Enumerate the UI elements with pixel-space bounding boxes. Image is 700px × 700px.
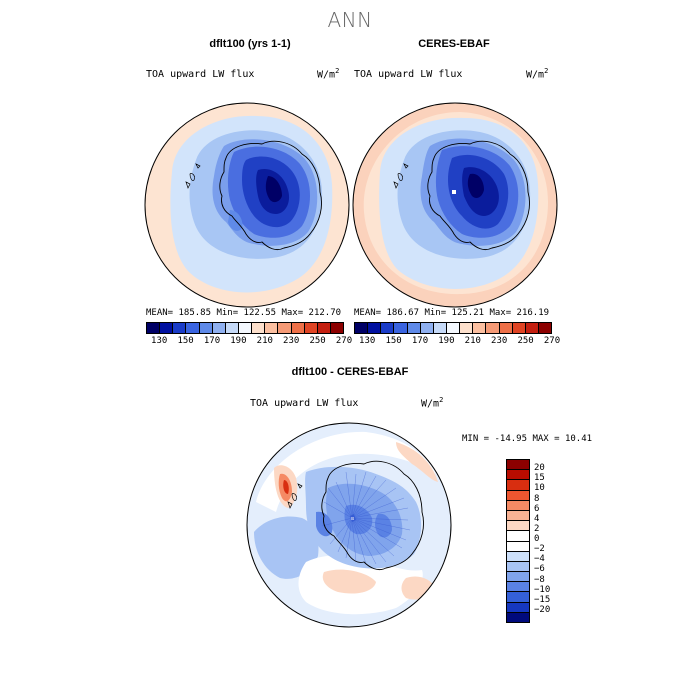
diff-colorbar-tick-label: 4 bbox=[534, 513, 540, 524]
obs-colorbar-tick-label: 230 bbox=[491, 336, 508, 346]
diff-polar-map bbox=[246, 422, 452, 628]
model-colorbar-swatch bbox=[238, 323, 253, 333]
diff-colorbar-swatch bbox=[507, 602, 529, 613]
model-colorbar-swatch bbox=[304, 323, 318, 333]
model-colorbar-swatch bbox=[317, 323, 331, 333]
model-colorbar-swatch bbox=[225, 323, 239, 333]
figure-title: ANN bbox=[327, 8, 373, 32]
obs-stats: MEAN= 186.67 Min= 125.21 Max= 216.19 bbox=[354, 308, 550, 318]
obs-colorbar-swatch bbox=[525, 323, 539, 333]
diff-colorbar-tick-label: −15 bbox=[534, 594, 551, 605]
obs-colorbar-swatch bbox=[538, 323, 552, 333]
obs-colorbar-tick-label: 170 bbox=[411, 336, 429, 346]
obs-colorbar bbox=[354, 322, 552, 334]
model-colorbar-swatch bbox=[252, 323, 266, 333]
model-colorbar-swatch bbox=[291, 323, 305, 333]
diff-colorbar-swatch bbox=[507, 470, 529, 481]
model-units-label: W/m2 bbox=[317, 67, 340, 81]
obs-polar-map bbox=[352, 102, 558, 308]
obs-colorbar-swatch bbox=[368, 323, 382, 333]
diff-panel-title: dflt100 - CERES-EBAF bbox=[291, 366, 409, 378]
diff-colorbar-tick-label: 2 bbox=[534, 523, 540, 534]
diff-colorbar-swatch bbox=[507, 551, 529, 562]
obs-colorbar-swatch bbox=[381, 323, 395, 333]
obs-colorbar-swatch bbox=[394, 323, 408, 333]
obs-colorbar-tick-label: 150 bbox=[385, 336, 402, 346]
model-colorbar-swatch bbox=[330, 323, 344, 333]
diff-stats: MIN = -14.95 MAX = 10.41 bbox=[462, 434, 593, 444]
model-colorbar-tick-label: 230 bbox=[283, 336, 300, 346]
diff-colorbar-tick-label: 0 bbox=[534, 534, 540, 544]
model-colorbar-tick-label: 190 bbox=[230, 336, 247, 346]
diff-colorbar-swatch bbox=[507, 480, 529, 491]
obs-units-label: W/m2 bbox=[526, 67, 549, 81]
diff-colorbar-tick-label: −6 bbox=[534, 564, 545, 575]
diff-colorbar-tick-label: 6 bbox=[534, 503, 540, 514]
diff-colorbar-swatch bbox=[507, 612, 529, 622]
model-colorbar-tick-label: 130 bbox=[151, 336, 168, 346]
model-colorbar-swatch bbox=[173, 323, 187, 333]
diff-colorbar-swatch bbox=[507, 541, 529, 552]
obs-colorbar-swatch bbox=[446, 323, 461, 333]
diff-colorbar-swatch bbox=[507, 592, 529, 603]
diff-units-label: W/m2 bbox=[421, 396, 444, 410]
model-colorbar-swatch bbox=[147, 323, 161, 333]
model-polar-map bbox=[144, 102, 350, 308]
model-colorbar-tick-label: 250 bbox=[309, 336, 326, 346]
obs-colorbar-tick-label: 210 bbox=[464, 336, 481, 346]
model-stats: MEAN= 185.85 Min= 122.55 Max= 212.70 bbox=[146, 308, 342, 318]
diff-colorbar-tick-label: −20 bbox=[534, 604, 551, 615]
diff-colorbar-swatch bbox=[507, 572, 529, 583]
obs-colorbar-swatch bbox=[433, 323, 447, 333]
diff-colorbar-swatch bbox=[507, 500, 529, 511]
obs-colorbar-swatch bbox=[499, 323, 513, 333]
diff-colorbar-tick-label: 10 bbox=[534, 483, 545, 494]
diff-colorbar-tick-label: −8 bbox=[534, 574, 545, 585]
obs-variable-label: TOA upward LW flux bbox=[354, 69, 463, 80]
diff-colorbar-swatch bbox=[507, 490, 529, 501]
obs-colorbar-tick-label: 270 bbox=[543, 336, 561, 346]
obs-colorbar-swatch bbox=[407, 323, 421, 333]
diff-colorbar-tick-label: 20 bbox=[534, 463, 545, 474]
model-colorbar-ticks: 130 150 170 190 210 230 250 270 bbox=[146, 336, 352, 348]
diff-colorbar-swatch bbox=[507, 531, 529, 542]
diff-colorbar bbox=[506, 459, 530, 623]
model-colorbar-swatch bbox=[160, 323, 174, 333]
obs-colorbar-swatch bbox=[512, 323, 526, 333]
diff-colorbar-swatch bbox=[507, 521, 529, 532]
obs-panel-title: CERES-EBAF bbox=[418, 38, 490, 50]
obs-colorbar-swatch bbox=[473, 323, 487, 333]
diff-colorbar-swatch bbox=[507, 582, 529, 593]
diff-colorbar-swatch bbox=[507, 460, 529, 471]
model-colorbar-tick-label: 210 bbox=[256, 336, 273, 346]
diff-colorbar-ticks: 20 15 10 8 6 4 2 0 −2 −4 −6 −8 −10 −15 −20 bbox=[534, 459, 574, 621]
model-colorbar-tick-label: 150 bbox=[177, 336, 194, 346]
model-colorbar-swatch bbox=[278, 323, 292, 333]
model-colorbar bbox=[146, 322, 344, 334]
model-panel-title: dflt100 (yrs 1-1) bbox=[209, 38, 291, 50]
model-colorbar-swatch bbox=[186, 323, 200, 333]
obs-colorbar-ticks: 130 150 170 190 210 230 250 270 bbox=[354, 336, 560, 348]
model-colorbar-swatch bbox=[199, 323, 213, 333]
obs-colorbar-tick-label: 190 bbox=[438, 336, 455, 346]
model-colorbar-tick-label: 170 bbox=[203, 336, 221, 346]
model-colorbar-tick-label: 270 bbox=[335, 336, 353, 346]
diff-colorbar-swatch bbox=[507, 510, 529, 522]
diff-colorbar-tick-label: 8 bbox=[534, 493, 540, 504]
obs-colorbar-tick-label: 250 bbox=[517, 336, 534, 346]
model-variable-label: TOA upward LW flux bbox=[146, 69, 255, 80]
model-colorbar-swatch bbox=[212, 323, 226, 333]
obs-colorbar-swatch bbox=[355, 323, 369, 333]
obs-colorbar-swatch bbox=[460, 323, 474, 333]
diff-colorbar-swatch bbox=[507, 561, 529, 573]
diff-variable-label: TOA upward LW flux bbox=[250, 398, 359, 409]
obs-colorbar-tick-label: 130 bbox=[359, 336, 376, 346]
diff-colorbar-tick-label: −10 bbox=[534, 584, 551, 595]
model-colorbar-swatch bbox=[265, 323, 279, 333]
obs-colorbar-swatch bbox=[420, 323, 434, 333]
obs-colorbar-swatch bbox=[486, 323, 500, 333]
diff-colorbar-tick-label: −2 bbox=[534, 544, 545, 555]
diff-colorbar-tick-label: −4 bbox=[534, 554, 545, 565]
diff-colorbar-tick-label: 15 bbox=[534, 473, 545, 484]
